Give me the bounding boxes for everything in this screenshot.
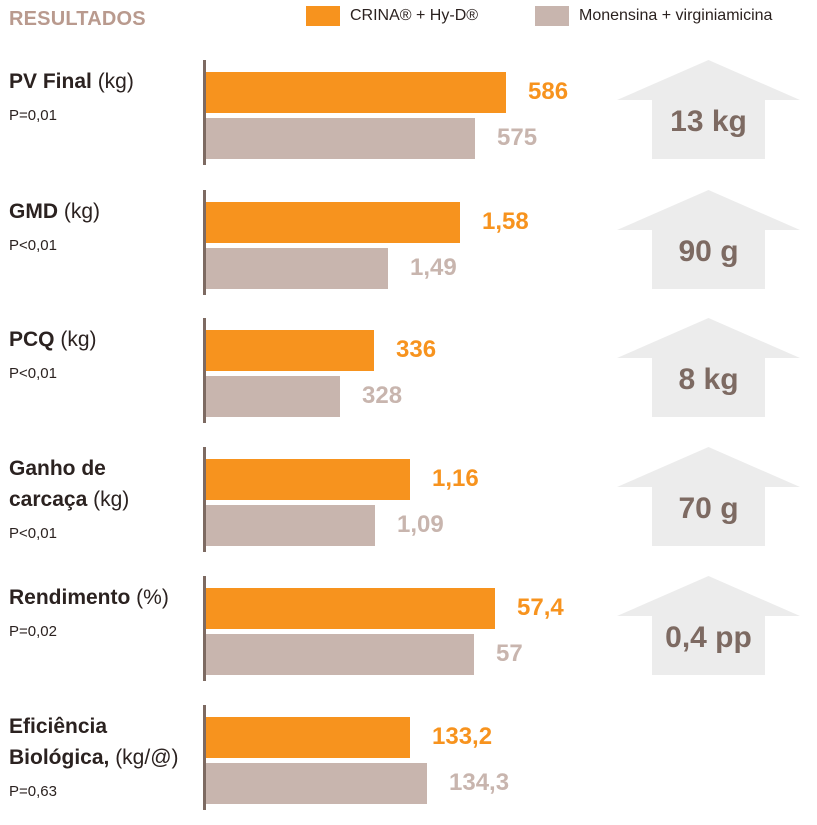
metric-6-name: Eficiência — [9, 715, 108, 738]
metric-6-value-control: 134,3 — [449, 769, 510, 796]
legend-swatch-treatment — [306, 6, 340, 26]
metric-4-bar-control — [206, 505, 375, 546]
metric-1-difference-arrow-icon — [617, 60, 800, 159]
metric-1-bar-treatment — [206, 72, 506, 113]
legend-label-treatment: CRINA® + Hy-D® — [350, 7, 479, 24]
metric-1-bar-control — [206, 118, 475, 159]
legend-item-treatment: CRINA® + Hy-D® — [306, 6, 478, 26]
metric-5-bar-treatment — [206, 588, 495, 629]
metric-3-unit: (kg) — [54, 328, 97, 351]
metric-4-unit: (kg) — [87, 488, 130, 511]
metric-2-pvalue: P<0,01 — [9, 237, 57, 254]
metric-5-label-line: Rendimento (%) — [9, 582, 199, 613]
metric-3-axis-line — [203, 318, 206, 423]
metric-1-axis-line — [203, 60, 206, 165]
metric-6-label-line: Biológica, (kg/@) — [9, 742, 199, 773]
metric-6-bar-treatment — [206, 717, 410, 758]
metric-4-pvalue: P<0,01 — [9, 525, 57, 542]
metric-1-name: PV Final — [9, 70, 92, 93]
metric-6-label-line: Eficiência — [9, 711, 199, 742]
metric-3-label: PCQ (kg) — [9, 324, 199, 355]
metric-4-axis-line — [203, 447, 206, 552]
metric-3-bar-treatment — [206, 330, 374, 371]
metric-5-label: Rendimento (%) — [9, 582, 199, 613]
metric-1-difference-value: 13 kg — [670, 105, 747, 138]
metric-3-pvalue: P<0,01 — [9, 365, 57, 382]
legend-item-control: Monensina + virginiamicina — [535, 6, 772, 26]
metric-6-label: Eficiência Biológica, (kg/@) — [9, 711, 199, 773]
metric-1-unit: (kg) — [91, 70, 134, 93]
metric-3-difference-value: 8 kg — [678, 363, 739, 396]
metric-4-name: carcaça — [9, 488, 88, 511]
metric-2-bar-control — [206, 248, 388, 289]
metric-2-axis-line — [203, 190, 206, 295]
metric-5-axis-line — [203, 576, 206, 681]
metric-4-value-control: 1,09 — [397, 511, 444, 538]
metric-4-difference-value: 70 g — [678, 492, 739, 525]
metric-3-name: PCQ — [9, 328, 55, 351]
metric-1-value-control: 575 — [497, 124, 538, 151]
metric-3-bar-control — [206, 376, 340, 417]
metric-1-label: PV Final (kg) — [9, 66, 199, 97]
metric-5-difference-arrow-icon — [617, 576, 800, 675]
metric-3-label-line: PCQ (kg) — [9, 324, 199, 355]
metric-3-value-treatment: 336 — [396, 336, 437, 363]
metric-2-label: GMD (kg) — [9, 196, 199, 227]
metric-5-name: Rendimento — [9, 586, 131, 609]
metric-6-pvalue: P=0,63 — [9, 783, 57, 800]
metric-5-value-treatment: 57,4 — [517, 594, 564, 621]
metric-4-label: Ganho de carcaça (kg) — [9, 453, 199, 515]
metric-1-label-line: PV Final (kg) — [9, 66, 199, 97]
metric-6-bar-control — [206, 763, 427, 804]
legend-swatch-control — [535, 6, 569, 26]
metric-1-pvalue: P=0,01 — [9, 107, 57, 124]
metric-2-value-treatment: 1,58 — [482, 208, 529, 235]
metric-2-difference-arrow-icon — [617, 190, 800, 289]
metric-3-value-control: 328 — [362, 382, 403, 409]
metric-2-value-control: 1,49 — [410, 254, 457, 281]
metric-6-name: Biológica, — [9, 746, 110, 769]
metric-6-axis-line — [203, 705, 206, 810]
metric-5-bar-control — [206, 634, 474, 675]
metric-5-difference-value: 0,4 pp — [665, 621, 752, 654]
metric-4-label-line: carcaça (kg) — [9, 484, 199, 515]
metric-2-difference-value: 90 g — [678, 235, 739, 268]
metric-5-value-control: 57 — [496, 640, 523, 667]
metric-4-value-treatment: 1,16 — [432, 465, 479, 492]
metric-2-bar-treatment — [206, 202, 460, 243]
metric-2-unit: (kg) — [58, 200, 100, 223]
metric-5-pvalue: P=0,02 — [9, 623, 57, 640]
metric-4-label-line: Ganho de — [9, 453, 199, 484]
metric-1-value-treatment: 586 — [528, 78, 569, 105]
metric-2-name: GMD — [9, 200, 58, 223]
metric-3-difference-arrow-icon — [617, 318, 800, 417]
metric-5-unit: (%) — [130, 586, 169, 609]
chart-title: RESULTADOS — [9, 8, 146, 30]
metric-2-label-line: GMD (kg) — [9, 196, 199, 227]
legend-label-control: Monensina + virginiamicina — [579, 7, 773, 24]
metric-6-value-treatment: 133,2 — [432, 723, 493, 750]
metric-6-unit: (kg/@) — [109, 746, 179, 769]
metric-4-difference-arrow-icon — [617, 447, 800, 546]
metric-4-bar-treatment — [206, 459, 410, 500]
metric-4-name: Ganho de — [9, 457, 106, 480]
